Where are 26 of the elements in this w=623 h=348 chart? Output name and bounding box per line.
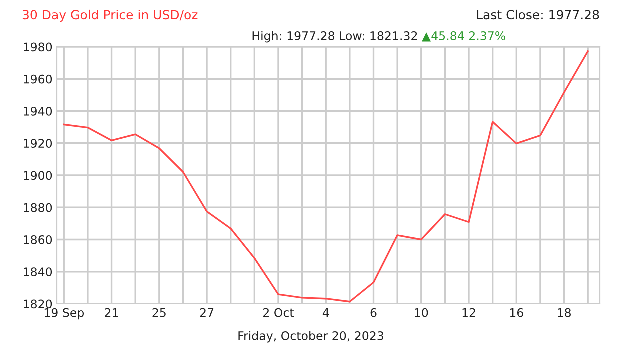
x-tick-label: 10 [415, 308, 428, 318]
y-tick-label: 1920 [24, 139, 52, 148]
x-tick-label: 18 [558, 308, 571, 318]
y-tick-label: 1960 [24, 74, 52, 84]
y-tick-label: 1880 [24, 203, 52, 212]
y-tick-label: 1840 [24, 268, 52, 277]
text: Last Close: 1977.28 [477, 10, 600, 20]
x-tick-label: 2 Oct [264, 308, 294, 318]
x-tick-label: 19 Sep [44, 308, 84, 320]
y-tick-label: 1980 [24, 42, 52, 52]
text: ▲45.84 2.37% [422, 31, 506, 42]
text: Friday, October 20, 2023 [238, 331, 384, 343]
y-tick-label: 1820 [24, 300, 52, 309]
y-tick-label: 1940 [24, 106, 52, 116]
x-tick-label: 16 [510, 308, 524, 318]
text: High: 1977.28 Low: 1821.32 [252, 31, 418, 43]
x-tick-label: 12 [462, 308, 476, 318]
x-tick-label: 25 [152, 308, 166, 318]
x-tick-label: 4 [322, 308, 330, 318]
y-tick-label: 1860 [24, 235, 52, 244]
x-tick-label: 27 [200, 308, 214, 318]
x-tick-label: 6 [370, 308, 377, 318]
y-tick-label: 1900 [24, 171, 52, 180]
chart-title: 30 Day Gold Price in USD/oz [22, 10, 198, 22]
line-series [63, 50, 589, 303]
x-tick-label: 21 [105, 308, 118, 318]
